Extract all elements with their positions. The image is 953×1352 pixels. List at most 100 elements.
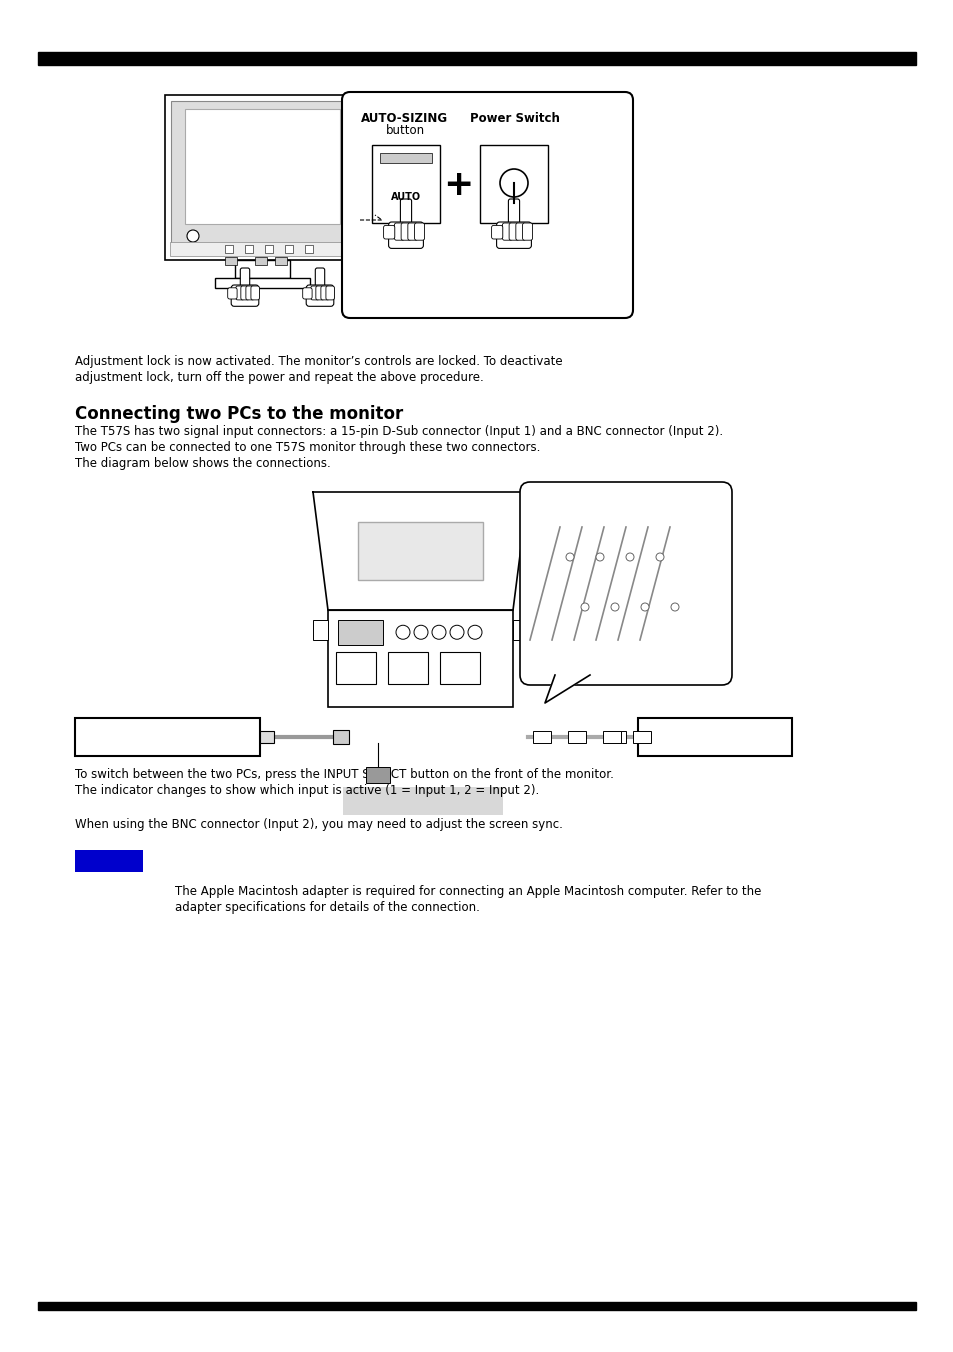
FancyBboxPatch shape [508,199,519,227]
Bar [245,245,253,253]
Bar [38,1302,915,1310]
FancyBboxPatch shape [408,223,417,241]
Bar [343,787,502,815]
FancyBboxPatch shape [302,288,312,299]
Bar [305,245,313,253]
Circle shape [596,553,603,561]
Bar [533,731,551,744]
Circle shape [414,625,428,639]
FancyBboxPatch shape [394,223,404,241]
Bar [165,95,359,260]
FancyBboxPatch shape [251,287,259,300]
Text: button: button [385,124,424,137]
Circle shape [670,603,679,611]
Bar [633,731,650,744]
Bar [335,652,375,684]
Bar [567,731,585,744]
FancyBboxPatch shape [326,287,335,300]
FancyBboxPatch shape [497,222,531,249]
Text: The diagram below shows the connections.: The diagram below shows the connections. [75,457,331,470]
Text: +: + [442,168,473,201]
Bar [479,145,547,223]
Bar [75,850,143,872]
Bar [545,673,590,679]
Circle shape [610,603,618,611]
Bar [38,51,915,65]
Text: The indicator changes to show which input is active (1 = Input 1, 2 = Input 2).: The indicator changes to show which inpu… [75,784,538,796]
FancyBboxPatch shape [235,287,244,300]
Bar [388,652,428,684]
FancyBboxPatch shape [320,287,329,300]
Text: The T57S has two signal input connectors: a 15-pin D-Sub connector (Input 1) and: The T57S has two signal input connectors… [75,425,722,438]
Bar [225,257,236,265]
Bar [602,731,620,744]
FancyBboxPatch shape [388,222,423,249]
FancyBboxPatch shape [315,287,324,300]
Circle shape [565,553,574,561]
Bar [274,257,287,265]
Text: adjustment lock, turn off the power and repeat the above procedure.: adjustment lock, turn off the power and … [75,370,483,384]
Text: AUTO: AUTO [391,192,420,201]
Bar [372,145,439,223]
Text: AUTO-SIZING: AUTO-SIZING [361,112,448,124]
FancyBboxPatch shape [522,223,532,241]
Text: adapter specifications for details of the connection.: adapter specifications for details of th… [174,900,479,914]
Bar [285,245,293,253]
Bar [171,101,354,246]
Text: The Apple Macintosh adapter is required for connecting an Apple Macintosh comput: The Apple Macintosh adapter is required … [174,886,760,898]
Bar [75,718,260,756]
FancyBboxPatch shape [311,287,319,300]
Circle shape [468,625,481,639]
FancyBboxPatch shape [231,285,258,307]
FancyBboxPatch shape [383,226,395,239]
FancyBboxPatch shape [315,268,324,289]
Circle shape [625,553,634,561]
FancyBboxPatch shape [240,287,249,300]
Circle shape [656,553,663,561]
Bar [638,718,791,756]
Bar [234,260,290,279]
Text: Connecting two PCs to the monitor: Connecting two PCs to the monitor [75,406,403,423]
Text: Standard graphics board: Standard graphics board [103,731,232,742]
Circle shape [395,625,410,639]
Bar [379,153,432,164]
FancyBboxPatch shape [400,223,411,241]
Bar [357,522,482,580]
Polygon shape [544,675,589,703]
FancyBboxPatch shape [246,287,254,300]
Bar [265,245,273,253]
Bar [185,110,339,224]
Bar [214,279,310,288]
FancyBboxPatch shape [341,92,633,318]
FancyBboxPatch shape [415,223,424,241]
Bar [313,621,328,641]
Text: NOTE: NOTE [90,854,128,868]
FancyBboxPatch shape [228,288,237,299]
Bar [337,621,382,645]
FancyBboxPatch shape [306,285,334,307]
Bar [607,731,625,744]
Bar [366,767,390,783]
FancyBboxPatch shape [509,223,518,241]
Polygon shape [313,492,527,610]
Bar [328,610,513,707]
FancyBboxPatch shape [400,199,411,227]
Circle shape [187,230,199,242]
Bar [513,621,527,641]
Circle shape [499,169,527,197]
Text: Two PCs can be connected to one T57S monitor through these two connectors.: Two PCs can be connected to one T57S mon… [75,441,539,454]
Bar [254,257,267,265]
FancyBboxPatch shape [240,268,250,289]
Text: To switch between the two PCs, press the INPUT SELECT button on the front of the: To switch between the two PCs, press the… [75,768,613,781]
Bar [170,242,355,256]
Text: Adjustment lock is now activated. The monitor’s controls are locked. To deactiva: Adjustment lock is now activated. The mo… [75,356,562,368]
FancyBboxPatch shape [491,226,502,239]
FancyBboxPatch shape [519,483,731,685]
Text: Power Switch: Power Switch [470,112,559,124]
Bar [225,245,233,253]
Text: When using the BNC connector (Input 2), you may need to adjust the screen sync.: When using the BNC connector (Input 2), … [75,818,562,831]
FancyBboxPatch shape [502,223,512,241]
Bar [260,731,274,744]
Circle shape [580,603,588,611]
Bar [333,730,349,744]
